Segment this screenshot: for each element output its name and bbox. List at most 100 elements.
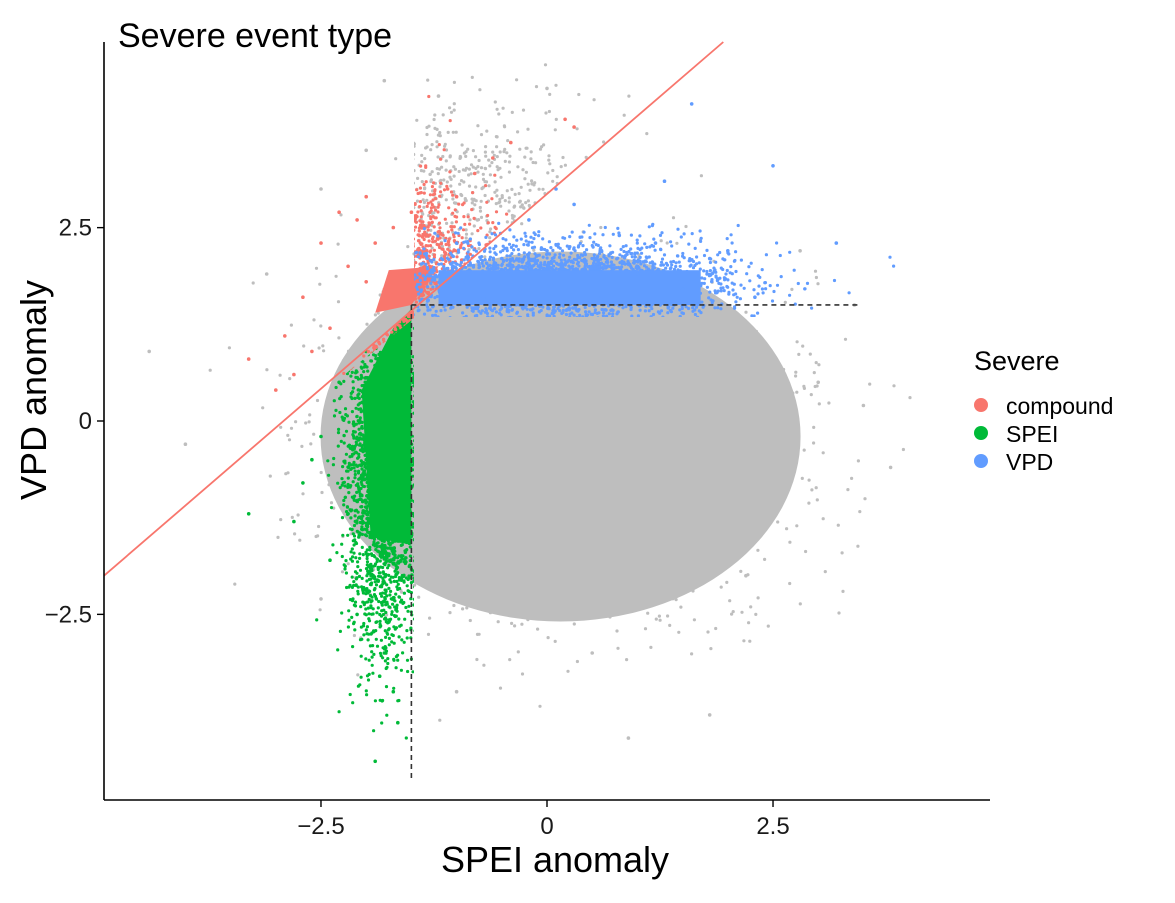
non-severe-point	[766, 624, 770, 628]
non-severe-point	[563, 163, 568, 167]
non-severe-point	[368, 281, 372, 285]
spei-point	[413, 629, 414, 633]
non-severe-point	[368, 159, 372, 164]
non-severe-point	[471, 165, 475, 169]
non-severe-point	[537, 187, 541, 191]
non-severe-point	[550, 212, 554, 217]
non-severe-point	[521, 108, 526, 112]
non-severe-point	[393, 167, 397, 171]
non-severe-point	[367, 185, 371, 189]
non-severe-point	[807, 478, 811, 482]
non-severe-point	[624, 144, 629, 148]
non-severe-point	[276, 221, 280, 225]
non-severe-point	[371, 201, 375, 205]
non-severe-point	[468, 218, 472, 222]
non-severe-point	[495, 107, 499, 111]
non-severe-point	[744, 310, 748, 314]
non-severe-point	[384, 245, 388, 249]
non-severe-data-point	[888, 465, 893, 470]
non-severe-data-point	[816, 380, 820, 385]
non-severe-point	[763, 557, 767, 562]
spei-point	[359, 326, 363, 330]
spei-point	[396, 658, 400, 662]
non-severe-point	[411, 181, 415, 185]
non-severe-point	[553, 128, 557, 132]
non-severe-point	[609, 215, 613, 219]
non-severe-point	[747, 621, 751, 625]
non-severe-point	[300, 203, 304, 207]
non-severe-point	[301, 492, 305, 496]
spei-point	[357, 455, 361, 459]
spei-point	[349, 550, 353, 554]
spei-point	[339, 338, 343, 342]
non-severe-point	[309, 442, 313, 446]
spei-point	[347, 420, 351, 424]
non-severe-data-point	[319, 597, 323, 601]
non-severe-point	[289, 426, 294, 430]
non-severe-point	[248, 146, 252, 150]
non-severe-point	[529, 157, 533, 161]
non-severe-point	[375, 168, 380, 172]
non-severe-point	[405, 231, 409, 235]
non-severe-point	[540, 145, 544, 149]
spei-point	[350, 547, 354, 551]
non-severe-point	[298, 538, 302, 542]
spei-point	[334, 385, 338, 390]
non-severe-point	[530, 179, 534, 183]
non-severe-point	[420, 180, 424, 184]
non-severe-point	[440, 165, 444, 169]
non-severe-point	[377, 131, 381, 135]
non-severe-point	[435, 140, 439, 144]
non-severe-point	[375, 235, 379, 239]
non-severe-point	[318, 207, 322, 211]
non-severe-point	[598, 208, 603, 212]
non-severe-point	[495, 155, 499, 159]
non-severe-point	[363, 128, 367, 132]
non-severe-point	[312, 318, 316, 322]
non-severe-point	[466, 147, 470, 151]
non-severe-point	[475, 218, 479, 222]
non-severe-point	[392, 185, 396, 190]
non-severe-point	[370, 179, 374, 183]
non-severe-point	[814, 361, 818, 365]
non-severe-point	[326, 125, 330, 129]
non-severe-point	[719, 585, 723, 589]
non-severe-point	[317, 346, 321, 350]
spei-point	[358, 568, 363, 572]
non-severe-point	[261, 216, 265, 220]
non-severe-point	[396, 115, 400, 119]
non-severe-point	[329, 184, 333, 188]
spei-point	[411, 371, 414, 375]
non-severe-point	[547, 158, 551, 162]
non-severe-point	[645, 132, 649, 136]
spei-point	[350, 463, 354, 467]
non-severe-point	[329, 257, 333, 261]
non-severe-point	[378, 235, 382, 239]
non-severe-point	[675, 241, 679, 245]
non-severe-point	[516, 130, 520, 134]
non-severe-point	[472, 224, 476, 228]
non-severe-point	[411, 152, 415, 156]
non-severe-point	[346, 562, 350, 566]
non-severe-point	[429, 148, 433, 152]
non-severe-point	[386, 132, 390, 136]
non-severe-point	[599, 225, 603, 230]
spei-point	[344, 559, 348, 563]
non-severe-point	[452, 174, 456, 178]
spei-point	[350, 370, 354, 374]
non-severe-point	[868, 382, 872, 386]
spei-point	[343, 407, 348, 411]
non-severe-point	[454, 130, 458, 134]
spei-point	[410, 263, 413, 266]
non-severe-point	[459, 179, 464, 183]
non-severe-point	[684, 224, 688, 229]
non-severe-point	[742, 639, 746, 643]
non-severe-point	[813, 269, 818, 273]
non-severe-point	[532, 225, 537, 229]
spei-point	[361, 319, 365, 323]
non-severe-point	[469, 172, 473, 176]
non-severe-point	[795, 390, 799, 394]
non-severe-point	[452, 165, 456, 169]
non-severe-point	[453, 167, 457, 171]
